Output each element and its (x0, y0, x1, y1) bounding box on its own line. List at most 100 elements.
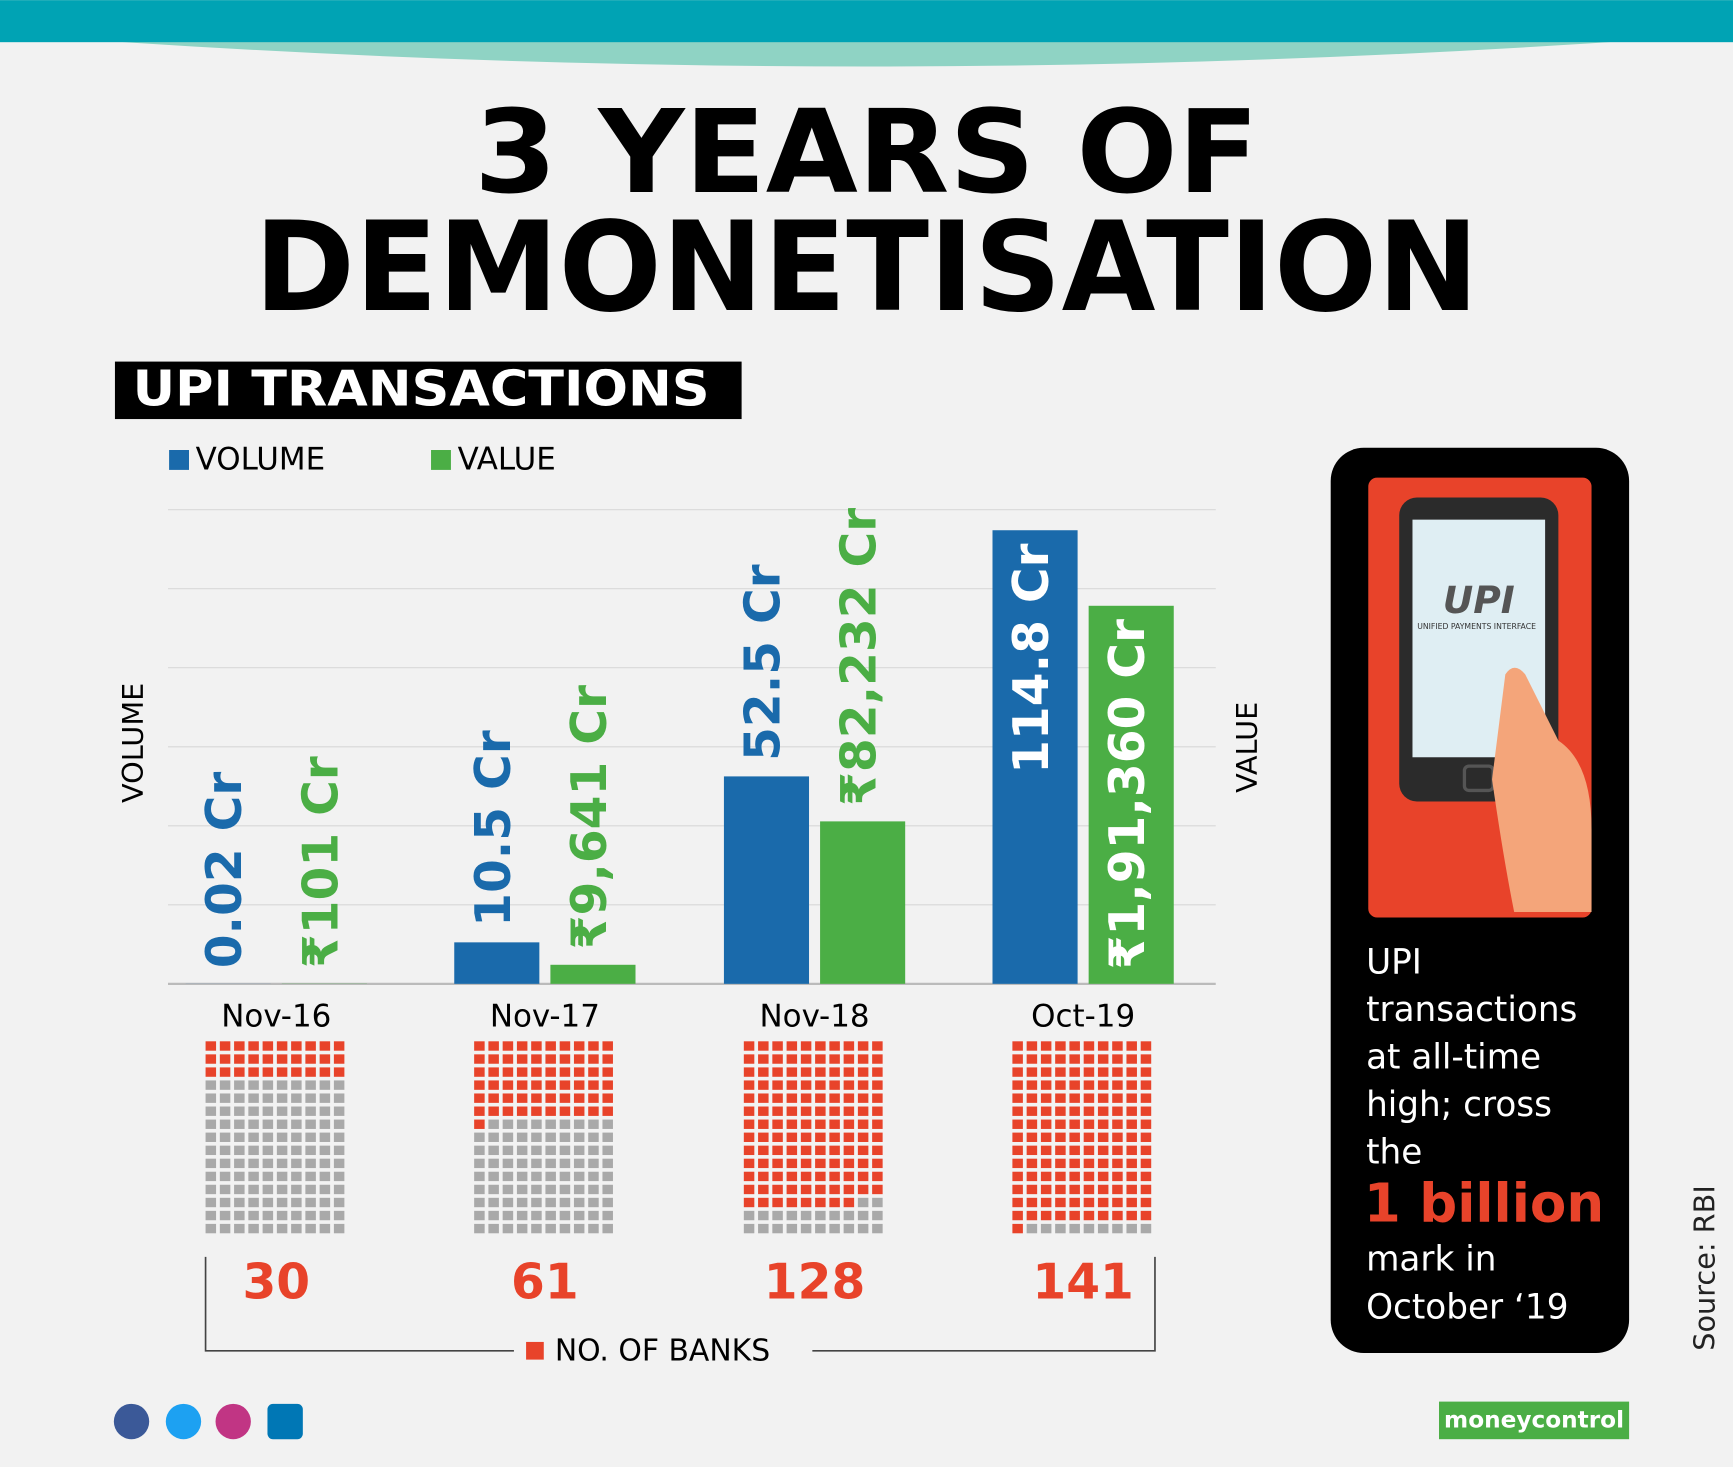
waffle-cell (333, 1158, 345, 1169)
waffle-cell (1069, 1041, 1080, 1051)
waffle-cell (843, 1106, 855, 1116)
waffle-cell (531, 1132, 542, 1142)
waffle-cell (276, 1106, 288, 1116)
waffle-cell (1055, 1210, 1066, 1221)
waffle-cell (276, 1132, 288, 1142)
waffle-cell (531, 1158, 542, 1169)
waffle-cell (545, 1145, 556, 1156)
waffle-cell (488, 1197, 499, 1208)
y-axis-label: VOLUME (116, 683, 150, 803)
waffle-cell (1055, 1184, 1066, 1195)
brand-part: money (1444, 1406, 1531, 1433)
waffle-cell (276, 1210, 288, 1221)
waffle-cell (1012, 1171, 1023, 1182)
waffle-cell (262, 1093, 274, 1103)
waffle-cell (234, 1080, 245, 1090)
waffle-cell (1012, 1093, 1023, 1103)
waffle-cell (602, 1132, 613, 1142)
waffle-cell (545, 1067, 556, 1077)
waffle-cell (829, 1158, 840, 1169)
waffle-cell (1112, 1054, 1123, 1064)
waffle-cell (545, 1041, 556, 1051)
waffle-cell (276, 1119, 288, 1129)
waffle-cell (305, 1223, 316, 1234)
waffle-cell (291, 1080, 302, 1090)
waffle-cell (502, 1054, 514, 1064)
waffle-cell (857, 1119, 869, 1129)
waffle-cell (1026, 1132, 1038, 1142)
waffle-cell (545, 1080, 556, 1090)
waffle-cell (1012, 1145, 1023, 1156)
waffle-cell (291, 1093, 302, 1103)
waffle-cell (1097, 1197, 1109, 1208)
waffle-cell (786, 1184, 798, 1195)
waffle-cell (772, 1106, 783, 1116)
waffle-cell (1126, 1119, 1137, 1129)
waffle-cell (219, 1054, 231, 1064)
waffle-cell (234, 1197, 245, 1208)
waffle-cell (857, 1054, 869, 1064)
waffle-cell (1026, 1145, 1038, 1156)
waffle-cell (1097, 1054, 1109, 1064)
waffle-cell (843, 1184, 855, 1195)
waffle-cell (1040, 1054, 1052, 1064)
waffle-cell (305, 1184, 316, 1195)
waffle-cell (262, 1197, 274, 1208)
waffle (743, 1041, 883, 1234)
waffle-cell (786, 1106, 798, 1116)
waffle-cell (758, 1184, 769, 1195)
legend-label: VALUE (458, 442, 556, 478)
waffle-cell (800, 1106, 812, 1116)
upi-caption: UNIFIED PAYMENTS INTERFACE (1417, 622, 1536, 631)
waffle-cell (1097, 1041, 1109, 1051)
waffle-cell (1112, 1210, 1123, 1221)
waffle-cell (248, 1080, 259, 1090)
waffle-cell (319, 1093, 331, 1103)
waffle-cell (205, 1171, 217, 1182)
waffle-cell (1083, 1197, 1095, 1208)
waffle-cell (1126, 1041, 1137, 1051)
waffle-cell (758, 1132, 769, 1142)
panel-text: high; cross (1366, 1085, 1552, 1125)
waffle-cell (488, 1119, 499, 1129)
waffle-cell (786, 1093, 798, 1103)
waffle-cell (872, 1158, 883, 1169)
twitter-icon[interactable] (165, 1403, 202, 1440)
waffle-cell (276, 1145, 288, 1156)
waffle-cell (588, 1093, 599, 1103)
bar (550, 964, 636, 984)
waffle-cell (743, 1132, 755, 1142)
waffle-cell (843, 1210, 855, 1221)
waffle-cell (588, 1145, 599, 1156)
waffle-cell (516, 1197, 528, 1208)
waffle-cell (588, 1067, 599, 1077)
waffle-cell (488, 1171, 499, 1182)
waffle-cell (1083, 1067, 1095, 1077)
waffle-cell (1012, 1197, 1023, 1208)
waffle-cell (829, 1132, 840, 1142)
waffle-cell (205, 1197, 217, 1208)
waffle-cell (573, 1119, 585, 1129)
panel-text: transactions (1366, 990, 1577, 1030)
waffle-cell (474, 1158, 485, 1169)
waffle-cell (772, 1184, 783, 1195)
waffle-cell (786, 1210, 798, 1221)
linkedin-icon[interactable] (267, 1403, 303, 1440)
waffle-cell (602, 1171, 613, 1182)
waffle-cell (573, 1106, 585, 1116)
waffle-cell (333, 1119, 345, 1129)
waffle-cell (1040, 1119, 1052, 1129)
waffle-cell (573, 1093, 585, 1103)
waffle-cell (545, 1171, 556, 1182)
waffle-cell (291, 1119, 302, 1129)
waffle-cell (786, 1171, 798, 1182)
waffle-cell (333, 1184, 345, 1195)
panel-text: at all-time (1366, 1037, 1541, 1077)
facebook-icon[interactable] (113, 1403, 150, 1440)
waffle-cell (857, 1080, 869, 1090)
waffle-cell (829, 1210, 840, 1221)
waffle-cell (843, 1145, 855, 1156)
instagram-icon[interactable] (215, 1403, 251, 1440)
waffle-cell (545, 1184, 556, 1195)
waffle-cell (219, 1080, 231, 1090)
